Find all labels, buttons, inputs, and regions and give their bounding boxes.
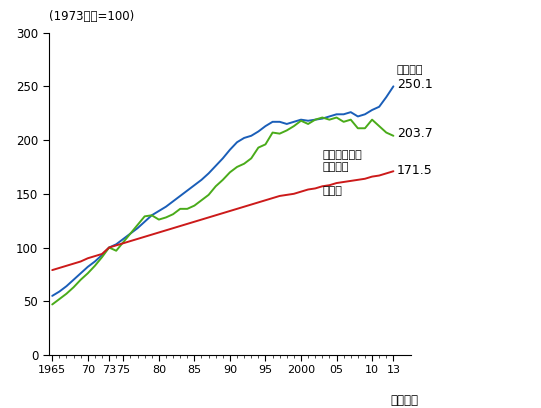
Text: 171.5: 171.5: [397, 164, 433, 177]
Text: （年度）: （年度）: [391, 394, 418, 407]
Text: 個人消費: 個人消費: [397, 65, 424, 75]
Text: 250.1: 250.1: [397, 78, 433, 91]
Text: 家庭用エネル
ギー消費: 家庭用エネル ギー消費: [322, 150, 362, 172]
Text: 203.7: 203.7: [397, 127, 433, 140]
Text: (1973年度=100): (1973年度=100): [49, 10, 134, 23]
Text: 世帯数: 世帯数: [322, 186, 342, 196]
